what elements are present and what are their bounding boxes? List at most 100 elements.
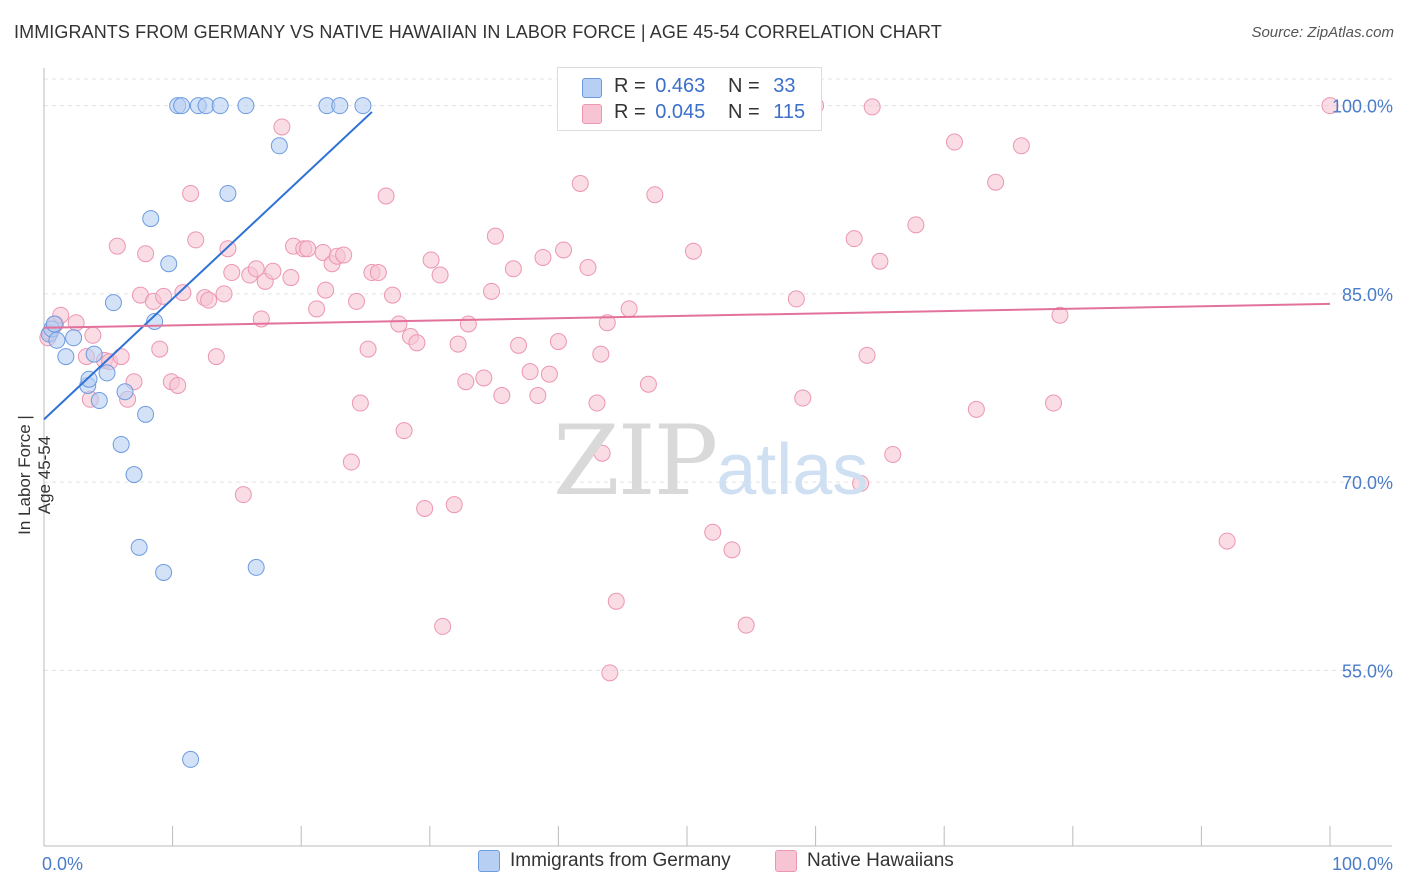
x-tick-label: 0.0% (42, 854, 83, 874)
point-hawaiian (459, 315, 477, 333)
point-hawaiian (510, 336, 528, 354)
watermark: ZIPatlas (553, 405, 868, 517)
point-hawaiian (571, 174, 589, 192)
point-hawaiian (579, 259, 597, 277)
point-hawaiian (907, 216, 925, 234)
series-native-hawaiians (39, 97, 1339, 682)
point-hawaiian (639, 375, 657, 393)
legend-item-hawaiians[interactable]: Native Hawaiians (775, 850, 954, 872)
point-hawaiian (67, 314, 85, 332)
stat-n-value: 115 (773, 101, 806, 123)
point-hawaiian (845, 230, 863, 248)
point-hawaiian (704, 523, 722, 541)
point-hawaiian (137, 245, 155, 263)
point-hawaiian (493, 387, 511, 405)
point-germany (182, 750, 200, 768)
point-germany (173, 97, 191, 115)
y-tick-label: 70.0% (1342, 473, 1393, 493)
point-hawaiian (282, 269, 300, 287)
point-hawaiian (408, 334, 426, 352)
point-germany (98, 364, 116, 382)
point-germany (48, 331, 66, 349)
point-hawaiian (264, 262, 282, 280)
point-hawaiian (422, 251, 440, 269)
point-hawaiian (521, 363, 539, 381)
stat-n-label: N = (728, 101, 760, 123)
point-hawaiian (884, 445, 902, 463)
y-tick-label: 55.0% (1342, 661, 1393, 681)
point-hawaiian (475, 369, 493, 387)
stat-row-pink: R = 0.045 (614, 101, 705, 124)
point-germany (116, 383, 134, 401)
point-hawaiian (863, 98, 881, 116)
point-hawaiian (1012, 137, 1030, 155)
point-hawaiian (1051, 306, 1069, 324)
point-germany (80, 370, 98, 388)
point-hawaiian (317, 281, 335, 299)
point-hawaiian (540, 365, 558, 383)
point-hawaiian (369, 264, 387, 282)
point-hawaiian (207, 348, 225, 366)
watermark-atlas: atlas (716, 430, 869, 510)
x-tick-label: 100.0% (1332, 854, 1393, 874)
point-hawaiian (377, 187, 395, 205)
point-germany (219, 184, 237, 202)
point-hawaiian (299, 240, 317, 258)
point-hawaiian (852, 474, 870, 492)
legend-item-germany[interactable]: Immigrants from Germany (478, 850, 731, 872)
point-hawaiian (871, 252, 889, 270)
point-hawaiian (737, 616, 755, 634)
point-hawaiian (223, 264, 241, 282)
point-hawaiian (273, 118, 291, 136)
point-hawaiian (84, 326, 102, 344)
point-hawaiian (1045, 394, 1063, 412)
y-tick-label: 100.0% (1332, 97, 1393, 117)
point-hawaiian (416, 499, 434, 517)
chart-title: IMMIGRANTS FROM GERMANY VS NATIVE HAWAII… (14, 22, 942, 42)
point-hawaiian (151, 340, 169, 358)
stat-row-blue: R = 0.463 (614, 75, 705, 98)
point-hawaiian (787, 290, 805, 308)
point-hawaiian (486, 227, 504, 245)
tick-labels: 55.0% 70.0% 85.0% 100.0% 0.0% 100.0% (42, 97, 1393, 874)
point-hawaiian (200, 291, 218, 309)
stats-swatch-blue (582, 78, 602, 98)
point-hawaiian (108, 237, 126, 255)
point-germany (155, 563, 173, 581)
series-immigrants-from-germany (40, 97, 372, 768)
point-germany (65, 329, 83, 347)
point-hawaiian (395, 422, 413, 440)
point-hawaiian (1218, 532, 1236, 550)
point-germany (57, 348, 75, 366)
legend-swatch-pink (775, 850, 797, 872)
point-hawaiian (529, 387, 547, 405)
point-hawaiian (431, 266, 449, 284)
point-hawaiian (601, 664, 619, 682)
point-hawaiian (534, 248, 552, 266)
point-hawaiian (607, 592, 625, 610)
point-germany (112, 435, 130, 453)
grid-lines (44, 78, 1392, 671)
point-hawaiian (987, 173, 1005, 191)
trend-line-germany (43, 111, 373, 421)
point-hawaiian (434, 617, 452, 635)
point-hawaiian (646, 186, 664, 204)
point-hawaiian (620, 300, 638, 318)
legend-label: Native Hawaiians (807, 850, 954, 871)
point-germany (354, 97, 372, 115)
point-germany (160, 255, 178, 273)
point-hawaiian (219, 240, 237, 258)
trend-lines (43, 111, 1331, 421)
watermark-zip: ZIP (553, 405, 718, 517)
point-germany (45, 315, 63, 333)
point-hawaiian (592, 345, 610, 363)
point-hawaiian (112, 348, 130, 366)
point-hawaiian (445, 496, 463, 514)
point-hawaiian (549, 333, 567, 351)
point-hawaiian (187, 231, 205, 249)
legend-label: Immigrants from Germany (510, 850, 731, 871)
point-hawaiian (308, 300, 326, 318)
y-axis-label: In Labor Force | Age 45-54 (15, 415, 54, 535)
